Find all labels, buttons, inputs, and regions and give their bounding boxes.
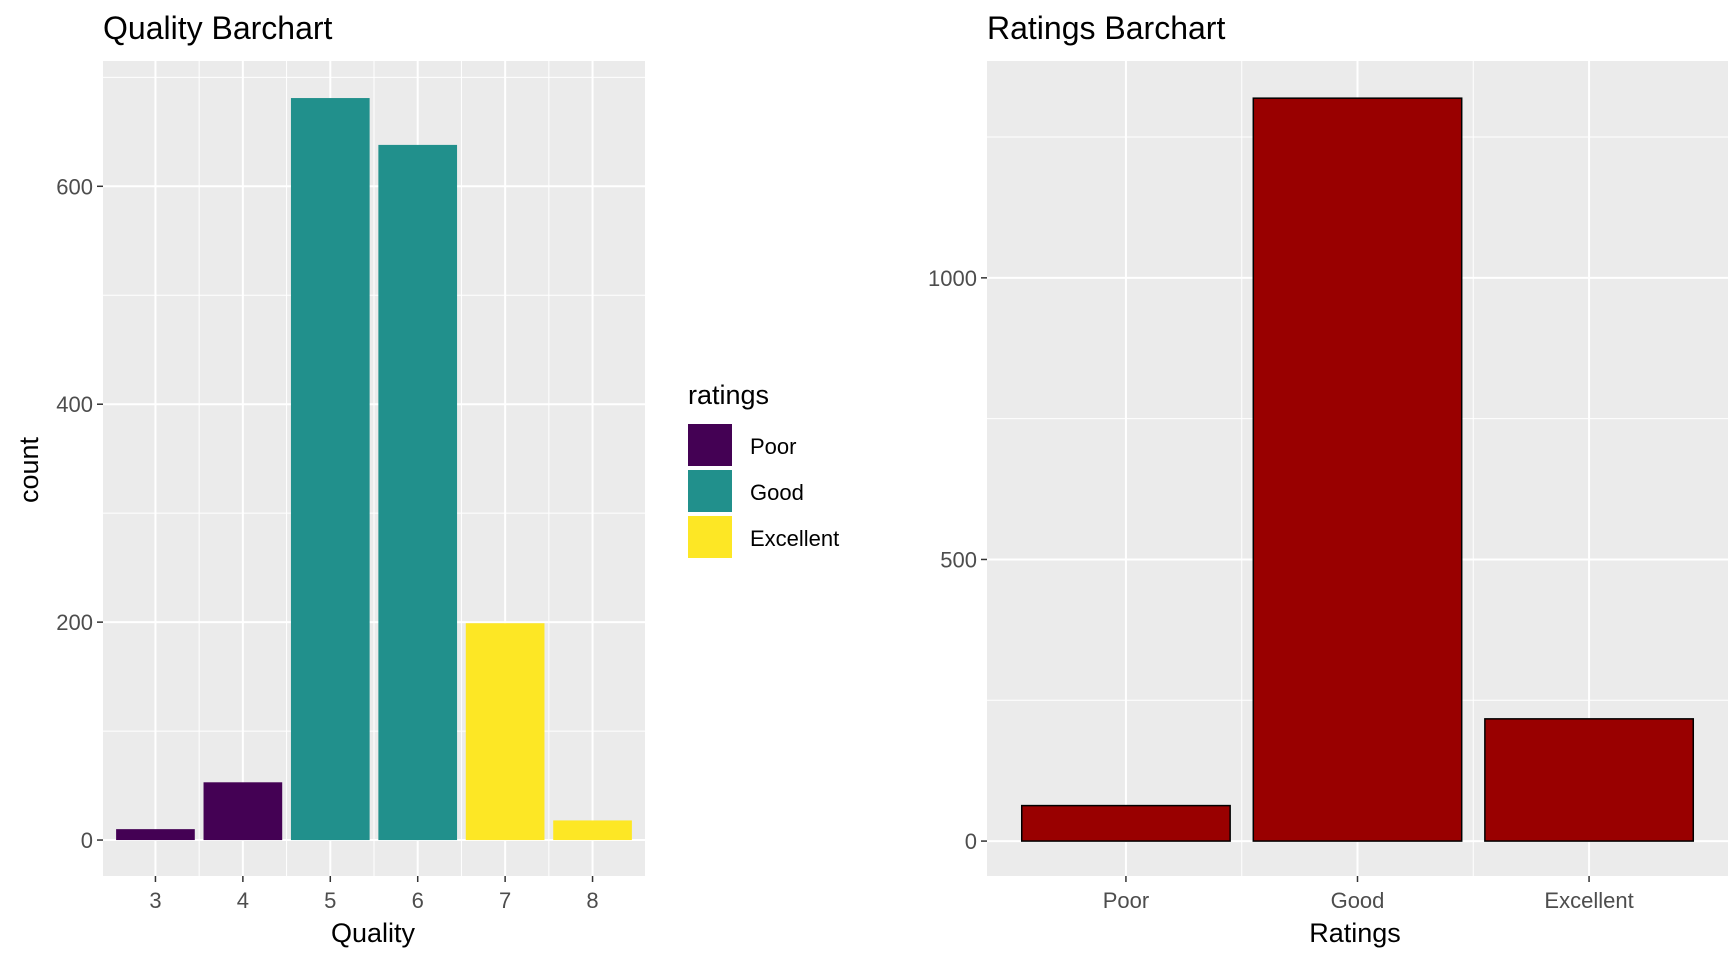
bar-5 [290,98,370,841]
bar-3 [116,829,195,841]
x-tick-label: 6 [412,888,424,913]
quality-y-axis-title: count [14,436,44,503]
bar-good [1252,97,1463,842]
quality-y-axis: 0 200 400 600 [56,174,103,853]
y-tick-label: 200 [56,610,93,635]
bar-poor [1020,804,1231,842]
y-tick-label: 400 [56,392,93,417]
x-tick-label: Excellent [1544,888,1633,913]
legend-label-good: Good [750,480,804,505]
ratings-x-axis: Poor Good Excellent [1103,876,1634,913]
ratings-bars [1020,97,1695,842]
x-tick-label: 3 [149,888,161,913]
x-tick-label: Good [1331,888,1385,913]
ratings-y-axis: 0 500 1000 [928,266,987,854]
legend-key-good [688,470,732,512]
ratings-x-axis-title: Ratings [1309,918,1401,948]
legend-key-poor [688,424,732,466]
x-tick-label: Poor [1103,888,1149,913]
x-tick-label: 4 [237,888,249,913]
legend-label-poor: Poor [750,434,796,459]
x-tick-label: 5 [324,888,336,913]
legend-key-excellent [688,516,732,558]
bar-7 [465,623,545,841]
quality-bars [116,98,632,841]
y-tick-label: 500 [940,547,977,572]
quality-barchart: Quality Barchart 0 200 400 600 3 4 5 6 7 8 Quali… [14,10,645,948]
x-tick-label: 7 [499,888,511,913]
bar-6 [378,144,458,841]
ratings-chart-title: Ratings Barchart [987,10,1225,46]
bar-excellent [1484,718,1695,842]
bar-8 [553,820,632,841]
x-tick-label: 8 [586,888,598,913]
y-tick-label: 1000 [928,266,977,291]
ratings-barchart: Ratings Barchart 0 500 1000 Poor Good Excell… [928,10,1728,948]
quality-chart-title: Quality Barchart [103,10,333,46]
quality-x-axis: 3 4 5 6 7 8 [149,876,599,913]
quality-x-axis-title: Quality [331,918,416,948]
quality-grid-minor [103,61,645,876]
bar-4 [203,782,283,841]
y-tick-label: 0 [965,829,977,854]
legend-title: ratings [688,380,769,410]
legend-label-excellent: Excellent [750,526,839,551]
ratings-legend: ratings Poor Good Excellent [688,380,839,558]
legend-items: Poor Good Excellent [688,424,839,558]
y-tick-label: 600 [56,174,93,199]
y-tick-label: 0 [81,828,93,853]
